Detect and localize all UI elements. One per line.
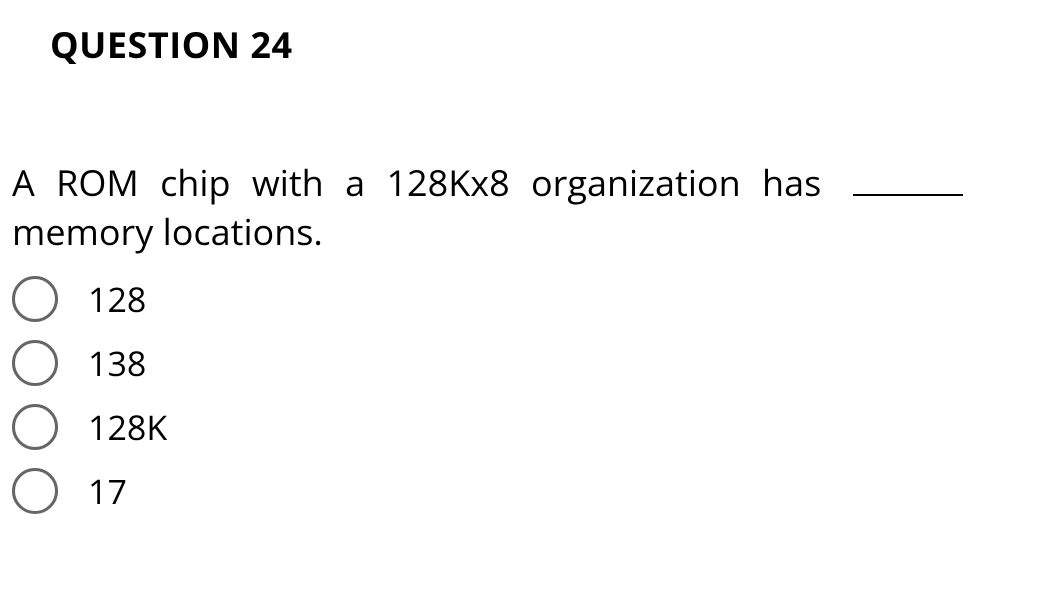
- radio-unchecked-icon[interactable]: [12, 468, 58, 514]
- option-label: 128: [88, 276, 146, 322]
- option-label: 128K: [88, 404, 167, 450]
- question-prompt: A ROM chip with a 128Kx8 organization ha…: [12, 159, 1052, 256]
- options-list: 128 138 128K 17: [12, 276, 1052, 514]
- option-label: 138: [88, 340, 146, 386]
- option-row[interactable]: 17: [12, 468, 1052, 514]
- radio-unchecked-icon[interactable]: [12, 276, 58, 322]
- fill-in-blank: [853, 194, 963, 196]
- option-label: 17: [88, 468, 127, 514]
- radio-unchecked-icon[interactable]: [12, 404, 58, 450]
- question-text-line2: memory locations.: [12, 208, 1052, 257]
- question-text-line1: A ROM chip with a 128Kx8 organization ha…: [12, 158, 821, 207]
- option-row[interactable]: 128K: [12, 404, 1052, 450]
- question-header: QUESTION 24: [50, 20, 1052, 69]
- option-row[interactable]: 128: [12, 276, 1052, 322]
- radio-unchecked-icon[interactable]: [12, 340, 58, 386]
- option-row[interactable]: 138: [12, 340, 1052, 386]
